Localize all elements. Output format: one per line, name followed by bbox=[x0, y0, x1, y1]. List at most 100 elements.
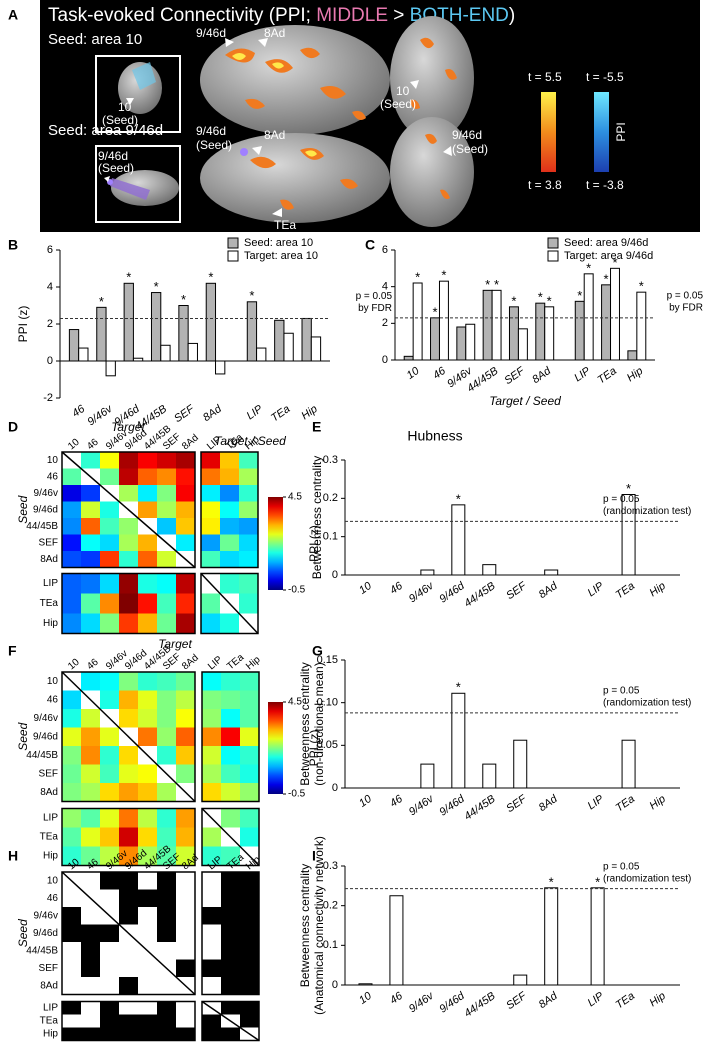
heatmap-cell bbox=[157, 593, 177, 614]
heatmap-cell bbox=[157, 942, 177, 960]
panel-a: A Task-evoked Connectivity (PPI; MIDDLE … bbox=[8, 0, 700, 232]
diagonal-line bbox=[61, 871, 196, 996]
heatmap-cell bbox=[62, 690, 82, 710]
heatmap-cell bbox=[157, 518, 177, 535]
block-frame bbox=[61, 1000, 196, 1042]
significance-star: * bbox=[595, 874, 600, 889]
annotation: 8Ad bbox=[264, 26, 285, 40]
diagonal-line bbox=[61, 671, 196, 803]
heatmap-cell bbox=[176, 846, 196, 866]
column-label: 10 bbox=[66, 436, 82, 452]
heatmap-cell bbox=[176, 959, 196, 978]
heatmap-cell bbox=[157, 827, 177, 847]
heatmap-cell bbox=[221, 808, 241, 828]
heatmap-cell bbox=[138, 1001, 158, 1015]
x-tick-label: SEF bbox=[504, 792, 529, 815]
bar bbox=[535, 302, 546, 361]
x-tick-label: Hip bbox=[647, 990, 667, 1009]
row-label: 9/46d bbox=[33, 731, 58, 742]
heatmap-cell bbox=[202, 746, 222, 765]
heatmap-cell bbox=[239, 468, 259, 486]
annotation: (Seed) bbox=[452, 142, 488, 156]
heatmap-cell bbox=[81, 783, 101, 802]
row-label: 8Ad bbox=[40, 980, 58, 991]
threshold-label: p = 0.05 bbox=[603, 494, 640, 505]
heatmap-cell bbox=[119, 959, 139, 978]
column-label: Hip bbox=[244, 654, 263, 672]
panel-label: H bbox=[8, 848, 18, 864]
x-axis-label: Target bbox=[111, 420, 145, 434]
heatmap-cell bbox=[221, 764, 241, 784]
y-axis-label: Seed bbox=[16, 722, 30, 750]
panel-label: F bbox=[8, 643, 17, 659]
column-label: 10 bbox=[66, 656, 82, 672]
heatmap-cell bbox=[100, 889, 120, 908]
significance-star: * bbox=[604, 271, 609, 286]
significance-star: * bbox=[208, 270, 213, 285]
heatmap-cell bbox=[202, 727, 222, 747]
heatmap-cell bbox=[100, 924, 120, 943]
heatmap-cell bbox=[239, 573, 259, 594]
x-tick-label: 44/45B bbox=[462, 793, 497, 823]
x-tick-label: LIP bbox=[572, 365, 593, 385]
heatmap-cell bbox=[81, 746, 101, 765]
heatmap-cell bbox=[157, 1027, 177, 1041]
heatmap-cell bbox=[62, 534, 82, 552]
heatmap-cell bbox=[221, 924, 241, 943]
y-tick-label: 0 bbox=[332, 782, 338, 794]
heatmap-cell bbox=[157, 808, 177, 828]
x-tick-label: TEa bbox=[269, 403, 292, 424]
heatmap-cell bbox=[81, 764, 101, 784]
heatmap-cell bbox=[119, 452, 139, 469]
heatmap-cell bbox=[221, 1001, 241, 1015]
heatmap-cell bbox=[176, 827, 196, 847]
heatmap-cell bbox=[239, 485, 259, 502]
bar bbox=[517, 328, 528, 361]
annotation: 8Ad bbox=[264, 128, 285, 142]
annotation: (Seed) bbox=[196, 138, 232, 152]
heatmap-cell bbox=[62, 518, 82, 535]
heatmap-cell bbox=[100, 1001, 120, 1015]
y-tick-label: 0 bbox=[332, 979, 338, 991]
heatmap-cell bbox=[81, 846, 101, 866]
heatmap-cell bbox=[176, 1001, 196, 1015]
heatmap-cell bbox=[221, 690, 241, 710]
row-label: TEa bbox=[40, 1016, 59, 1027]
heatmap-cell bbox=[220, 534, 240, 552]
y-axis-label: PPI (z) bbox=[16, 306, 30, 343]
heatmap-cell bbox=[119, 468, 139, 486]
y-tick-label: 0.1 bbox=[323, 531, 338, 543]
bar bbox=[544, 569, 559, 576]
heatmap-cell bbox=[100, 518, 120, 535]
heatmap-cell bbox=[221, 942, 241, 960]
heatmap-cell bbox=[176, 690, 196, 710]
x-tick-label: 10 bbox=[357, 990, 375, 1007]
chart-title: Hubness bbox=[407, 428, 462, 444]
heatmap-cell bbox=[81, 518, 101, 535]
heatmap-cell bbox=[62, 501, 82, 519]
threshold-label: (randomization test) bbox=[603, 873, 691, 884]
heatmap-cell bbox=[176, 672, 196, 691]
heatmap-cell bbox=[157, 690, 177, 710]
annotation: TEa bbox=[274, 218, 296, 232]
heatmap-cell bbox=[119, 485, 139, 502]
heatmap-cell bbox=[119, 551, 139, 568]
heatmap-cell bbox=[100, 959, 120, 978]
panel-label: B bbox=[8, 237, 18, 253]
x-tick-label: 10 bbox=[405, 365, 423, 382]
x-tick-label: LIP bbox=[586, 990, 607, 1010]
y-tick-label: 0 bbox=[47, 355, 53, 367]
heatmap-cell bbox=[138, 468, 158, 486]
x-tick-label: 9/46v bbox=[407, 579, 437, 605]
heatmap-cell bbox=[220, 551, 240, 568]
y-axis-label: Seed bbox=[16, 919, 30, 947]
x-tick-label: LIP bbox=[586, 580, 607, 600]
block-frame bbox=[201, 807, 260, 867]
colorbar-title: PPI bbox=[614, 122, 628, 141]
x-tick-label: TEa bbox=[614, 990, 637, 1011]
heatmap-cell bbox=[176, 593, 196, 614]
significance-star: * bbox=[181, 292, 186, 307]
row-label: 9/46d bbox=[33, 504, 58, 515]
heatmap-cell bbox=[100, 846, 120, 866]
inset-frame bbox=[95, 145, 181, 223]
